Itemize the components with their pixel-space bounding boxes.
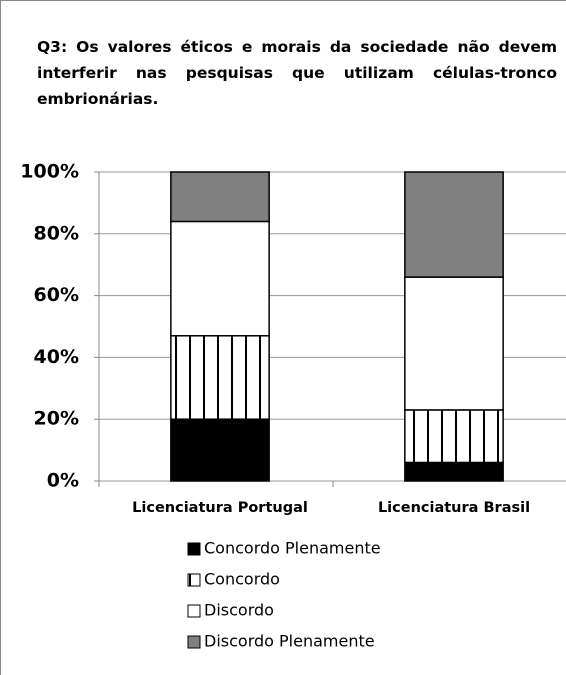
y-tick-label: 40% bbox=[34, 346, 79, 368]
y-tick-label: 80% bbox=[34, 222, 79, 244]
y-tick-label: 20% bbox=[34, 408, 79, 430]
legend-swatch bbox=[187, 542, 201, 556]
legend-label: Discordo Plenamente bbox=[204, 632, 375, 651]
bar-segment bbox=[404, 409, 504, 464]
chart-title: Q3: Os valores éticos e morais da socied… bbox=[37, 38, 557, 108]
bar-segment bbox=[170, 335, 270, 420]
y-tick-label: 60% bbox=[34, 284, 79, 306]
bar-segment bbox=[170, 220, 270, 337]
legend-label: Concordo bbox=[204, 570, 280, 589]
legend-swatch bbox=[187, 604, 201, 618]
x-tick-label: Licenciatura Brasil bbox=[378, 500, 530, 516]
y-tick-label: 0% bbox=[47, 470, 79, 492]
legend-label: Discordo bbox=[204, 601, 274, 620]
bar-segment bbox=[404, 171, 504, 278]
x-tick-label: Licenciatura Portugal bbox=[132, 500, 308, 516]
bar-segment bbox=[170, 171, 270, 223]
legend-swatch bbox=[187, 573, 201, 587]
bar-segment bbox=[170, 418, 270, 482]
bar-segment bbox=[404, 461, 504, 482]
legend-label: Concordo Plenamente bbox=[204, 539, 381, 558]
legend-swatch bbox=[187, 635, 201, 649]
y-tick-label: 100% bbox=[20, 161, 79, 183]
bar-segment bbox=[404, 276, 504, 411]
